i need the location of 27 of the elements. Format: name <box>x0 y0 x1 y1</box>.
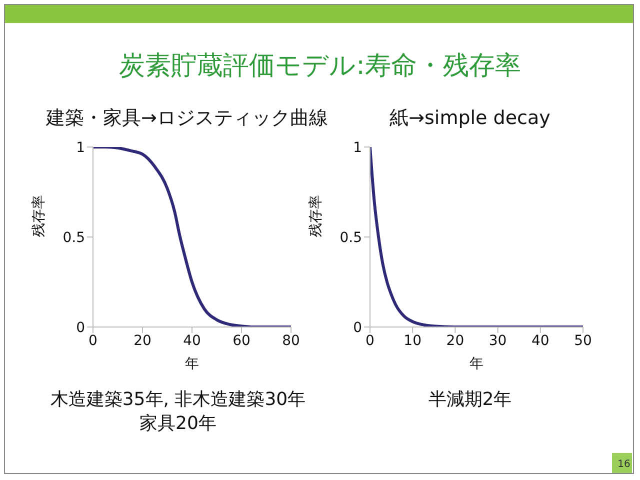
y-tick-label: 0 <box>76 320 85 336</box>
x-tick-label: 30 <box>488 332 507 349</box>
x-tick-label: 0 <box>88 332 98 349</box>
chart-subtitle: 建築・家具→ロジスティック曲線 <box>44 106 329 131</box>
y-tick-label: 1 <box>76 140 85 156</box>
x-tick-label: 20 <box>446 332 464 349</box>
x-tick-label: 40 <box>183 332 201 349</box>
y-tick-label: 0 <box>353 320 362 336</box>
x-tick-label: 10 <box>404 332 422 349</box>
y-axis-title: 残存率 <box>30 195 47 237</box>
y-tick-label: 1 <box>353 140 362 156</box>
x-tick-label: 50 <box>574 332 592 349</box>
y-tick-label: 0.5 <box>62 230 85 246</box>
chart-subtitle: 紙→simple decay <box>390 107 550 129</box>
text: 木造建築35年, 非木造建築30年 <box>49 388 307 411</box>
x-tick-label: 60 <box>232 332 250 349</box>
x-tick-label: 40 <box>531 332 550 349</box>
text: 半減期2年 <box>427 388 513 411</box>
y-axis-title: 残存率 <box>308 195 324 237</box>
x-tick-label: 0 <box>366 332 374 349</box>
y-tick-label: 0.5 <box>340 230 362 246</box>
text: 家具20年 <box>138 412 218 435</box>
x-tick-label: 80 <box>282 332 300 349</box>
x-axis-title: 年 <box>470 356 484 372</box>
x-axis-title: 年 <box>185 356 199 372</box>
chart-title: 炭素貯蔵評価モデル:寿命・残存率 <box>118 50 522 83</box>
x-tick-label: 20 <box>134 332 152 349</box>
